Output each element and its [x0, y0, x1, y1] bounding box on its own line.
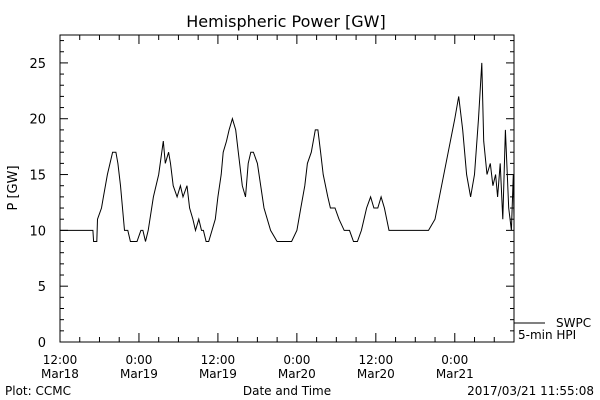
y-tick-label: 25 — [29, 57, 46, 72]
x-tick-label-time: 12:00 — [201, 353, 236, 367]
legend: SWPC 5-min HPI — [513, 316, 591, 342]
series-layer — [60, 62, 515, 242]
plot-frame — [59, 34, 515, 343]
x-axis-label: Date and Time — [243, 384, 331, 398]
legend-swpc-label: SWPC — [556, 316, 591, 330]
y-tick-label: 10 — [29, 224, 46, 239]
x-tick-label-date: Mar20 — [357, 367, 395, 381]
x-tick-label-date: Mar21 — [436, 367, 474, 381]
x-tick-label-time: 0:00 — [283, 353, 310, 367]
x-tick-label-time: 12:00 — [359, 353, 394, 367]
y-tick-label: 0 — [38, 336, 46, 351]
y-tick-label: 5 — [38, 280, 46, 295]
x-tick-label-date: Mar20 — [278, 367, 316, 381]
x-tick-label-date: Mar19 — [120, 367, 158, 381]
chart-title: Hemispheric Power [GW] — [186, 12, 385, 31]
x-tick-label-time: 0:00 — [125, 353, 152, 367]
x-tick-label-time: 12:00 — [43, 353, 78, 367]
x-tick-label-time: 0:00 — [441, 353, 468, 367]
y-axis: 0 5 10 15 20 25 — [29, 40, 514, 351]
legend-hpi-label: 5-min HPI — [518, 328, 576, 342]
series-line-swpc — [60, 62, 515, 242]
x-axis: 12:00Mar180:00Mar1912:00Mar190:00Mar2012… — [41, 35, 515, 381]
plot-timestamp: 2017/03/21 11:55:08 — [467, 384, 594, 398]
plot-credit: Plot: CCMC — [5, 384, 71, 398]
y-tick-label: 20 — [29, 113, 46, 128]
y-tick-label: 15 — [29, 169, 46, 184]
x-tick-label-date: Mar18 — [41, 367, 79, 381]
x-tick-label-date: Mar19 — [199, 367, 237, 381]
y-axis-label: P [GW] — [6, 165, 21, 210]
